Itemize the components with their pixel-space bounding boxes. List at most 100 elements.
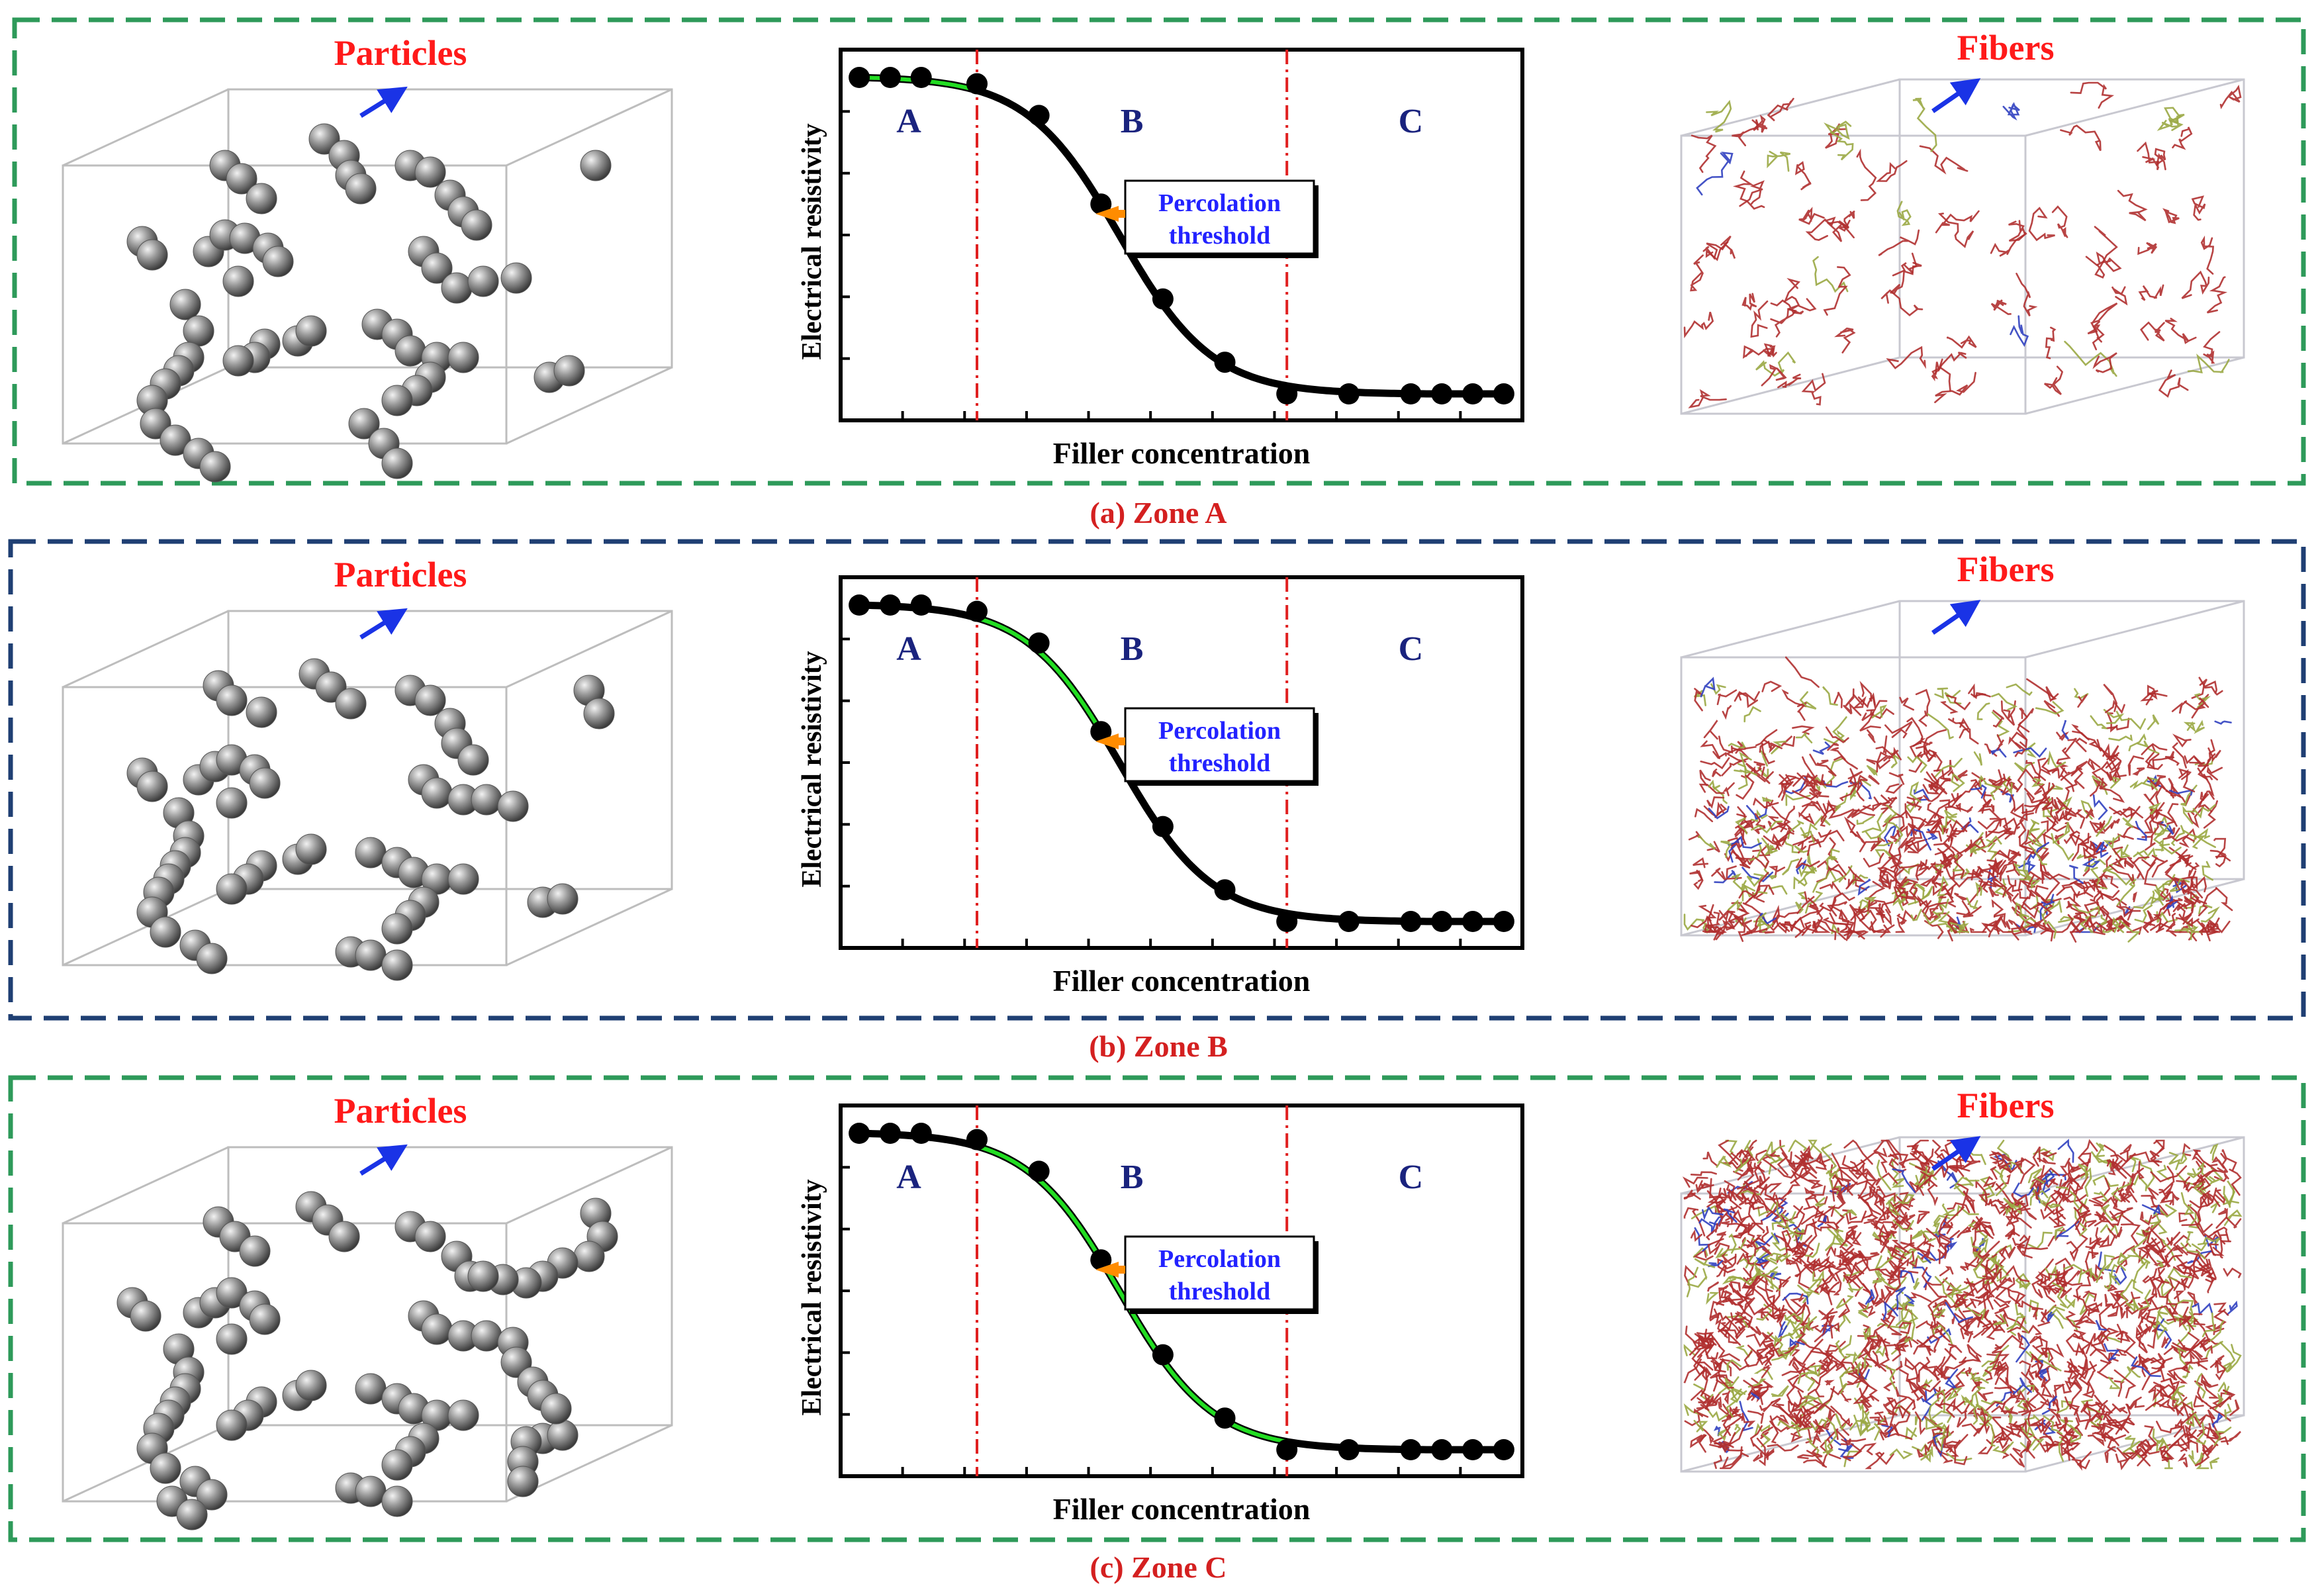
fiber-strand (2006, 1423, 2025, 1431)
fiber-strand (1831, 922, 1839, 935)
fiber-strand (1835, 1428, 1867, 1442)
fiber-strand (1694, 1227, 1712, 1252)
callout-arrow (1095, 1262, 1119, 1278)
fiber-strand (1725, 1209, 1734, 1225)
fiber-strand (1981, 915, 2004, 938)
fiber-strand (1784, 1312, 1804, 1332)
fiber-strand (1933, 794, 1963, 819)
fiber-strand (2109, 1211, 2126, 1222)
fiber-strand (1910, 1229, 1936, 1243)
fiber-strand (1884, 721, 1913, 734)
fiber-strand (2155, 1318, 2172, 1349)
fiber-strand (2019, 1360, 2031, 1376)
fiber-strand (2008, 1206, 2032, 1229)
fiber-strand (1826, 1417, 1837, 1451)
fiber-strand (1763, 845, 1779, 856)
fiber-strand (1875, 1451, 1894, 1466)
fiber-strand (1884, 1423, 1913, 1440)
fiber-strand (2041, 914, 2057, 939)
fiber-strand (1683, 1358, 1702, 1384)
fiber-strand (1977, 1439, 1994, 1455)
fiber-strand (1982, 1176, 1997, 1188)
fiber-strand (1873, 1139, 1888, 1152)
fiber-strand (2111, 286, 2128, 306)
fiber-strand (2116, 905, 2135, 921)
fiber-strand (1771, 1342, 1795, 1358)
fiber-strand (1767, 1150, 1780, 1159)
fiber-strand (2116, 1447, 2141, 1461)
fiber-strand (1753, 761, 1765, 771)
fiber-strand (1781, 859, 1800, 876)
fiber-strand (2037, 1282, 2053, 1295)
fiber-strand (1799, 1303, 1811, 1325)
fiber-strand (1750, 1326, 1762, 1336)
fiber-strand (1756, 1341, 1769, 1358)
fiber-strand (1988, 886, 1999, 898)
fiber-strand (1846, 1230, 1857, 1241)
fiber-strand (1988, 1199, 1998, 1208)
fiber-strand (2040, 1309, 2047, 1323)
fiber-strand (2055, 1275, 2067, 1290)
particle-sphere (176, 1499, 208, 1530)
fiber-strand (1839, 1390, 1852, 1403)
fiber-strand (1833, 1273, 1842, 1295)
data-point (1276, 911, 1298, 932)
fiber-strand (2178, 1151, 2188, 1164)
fiber-strand (1748, 1192, 1764, 1210)
particle-sphere (199, 451, 231, 483)
fiber-strand (1925, 1417, 1943, 1431)
fiber-strand (2056, 747, 2071, 765)
fiber-strand (1818, 1307, 1834, 1321)
fiber-strand (1823, 266, 1851, 316)
fiber-strand (1843, 1443, 1863, 1462)
fiber-strand (2196, 1421, 2207, 1446)
fiber-strand (1830, 1322, 1840, 1339)
fiber-strand (2223, 1196, 2231, 1208)
fiber-strand (1717, 1345, 1740, 1362)
fiber-strand (1900, 840, 1912, 853)
fiber-strand (1735, 817, 1748, 835)
fiber-strand (1937, 847, 1952, 869)
fiber-cube-edge (1681, 600, 1900, 659)
fiber-strand (1927, 802, 1942, 823)
fiber-strand (2152, 1428, 2170, 1450)
fiber-strand (2140, 692, 2168, 702)
fiber-strand (1872, 1336, 1888, 1356)
data-point (1431, 1439, 1453, 1460)
fiber-strand (1953, 1434, 1969, 1449)
fiber-strand (2011, 1290, 2026, 1305)
fiber-strand (1872, 1270, 1886, 1284)
fiber-strand (1717, 1428, 1728, 1441)
fiber-strand (2132, 891, 2137, 902)
fiber-strand (1894, 1386, 1916, 1403)
fiber-strand (1833, 755, 1859, 770)
fiber-strand (1703, 720, 1718, 740)
fiber-strand (1948, 1166, 1965, 1177)
fiber-strand (1819, 880, 1842, 895)
fiber-strand (1956, 1399, 1972, 1428)
region-label-a: A (896, 630, 921, 668)
fiber-strand (1728, 1233, 1737, 1254)
fiber-strand (2125, 1181, 2135, 1194)
fiber-strand (1702, 235, 1732, 260)
callout-arrow-stem (1117, 1266, 1125, 1274)
particle-sphere (547, 883, 579, 915)
fiber-strand (1706, 1407, 1728, 1422)
fiber-strand (2188, 862, 2200, 877)
particle-sphere (355, 837, 387, 868)
particle-sphere (457, 744, 489, 776)
fiber-strand (1706, 99, 1732, 133)
fiber-strand (2061, 720, 2069, 740)
fiber-strand (1726, 909, 1750, 923)
fiber-strand (1895, 1360, 1903, 1371)
particles-label: Particles (334, 33, 467, 73)
fiber-strand (1731, 835, 1762, 849)
fiber-strand (2153, 1139, 2165, 1153)
fiber-strand (2043, 1202, 2064, 1215)
fiber-strand (1718, 1139, 1739, 1166)
fiber-strand (2162, 827, 2176, 840)
fiber-strand (1792, 1235, 1813, 1262)
cube-front-face (62, 1222, 508, 1503)
fiber-strand (1899, 910, 1918, 924)
particle-sphere (421, 777, 453, 809)
